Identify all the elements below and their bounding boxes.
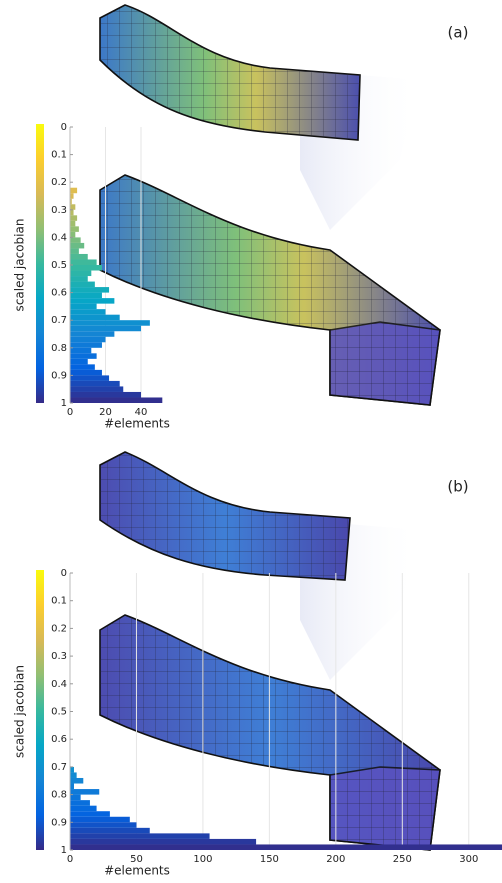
bar bbox=[70, 777, 84, 784]
bar bbox=[70, 397, 163, 403]
bar bbox=[70, 259, 97, 265]
bar bbox=[70, 242, 85, 249]
bar bbox=[70, 380, 120, 387]
bar bbox=[70, 215, 78, 221]
mesh-render-a bbox=[99, 4, 441, 406]
bar bbox=[70, 193, 74, 199]
bar bbox=[70, 325, 141, 332]
bar bbox=[70, 220, 76, 227]
colorbar bbox=[36, 124, 44, 403]
bar bbox=[70, 816, 130, 823]
bar bbox=[70, 772, 77, 778]
bar bbox=[70, 369, 102, 376]
mesh-render-b bbox=[99, 451, 441, 851]
bar bbox=[70, 375, 110, 381]
bar bbox=[70, 783, 74, 790]
bar bbox=[70, 292, 102, 299]
panel-label: (a) bbox=[448, 24, 469, 42]
bar bbox=[70, 204, 76, 210]
bar bbox=[70, 309, 106, 315]
x-tick-label: 250 bbox=[393, 854, 412, 865]
y-tick-label: 0.9 bbox=[51, 370, 67, 381]
bar bbox=[70, 270, 92, 277]
x-tick-label: 200 bbox=[326, 854, 345, 865]
bar bbox=[70, 844, 502, 850]
y-tick-label: 0.8 bbox=[51, 790, 67, 801]
bar bbox=[70, 320, 150, 326]
y-tick-label: 0.2 bbox=[51, 177, 67, 188]
y-tick-label: 0.7 bbox=[51, 315, 67, 326]
y-tick-label: 0.4 bbox=[51, 679, 67, 690]
bar bbox=[70, 231, 76, 238]
colorbar bbox=[36, 570, 44, 850]
x-tick-label: 0 bbox=[67, 854, 73, 865]
y-tick-label: 0.6 bbox=[51, 734, 67, 745]
x-tick-label: 300 bbox=[459, 854, 478, 865]
bar bbox=[70, 827, 150, 834]
bar bbox=[70, 303, 97, 310]
y-tick-label: 0 bbox=[61, 122, 67, 133]
bar bbox=[70, 364, 95, 370]
bar bbox=[70, 276, 88, 282]
y-tick-label: 0.1 bbox=[51, 150, 67, 161]
bar bbox=[70, 822, 137, 828]
bar bbox=[70, 226, 79, 232]
y-tick-label: 0 bbox=[61, 568, 67, 579]
x-tick-label: 150 bbox=[260, 854, 279, 865]
bar bbox=[70, 298, 115, 304]
y-tick-label: 0.9 bbox=[51, 817, 67, 828]
y-tick-label: 1 bbox=[61, 398, 67, 409]
bar bbox=[70, 331, 115, 337]
bar bbox=[70, 811, 110, 817]
bar bbox=[70, 209, 74, 216]
x-axis-label: #elements bbox=[104, 864, 170, 878]
bar bbox=[70, 187, 78, 194]
bar bbox=[70, 198, 72, 205]
y-tick-label: 0.7 bbox=[51, 762, 67, 773]
bar bbox=[70, 353, 97, 359]
bar bbox=[70, 794, 81, 801]
bar bbox=[70, 287, 110, 293]
y-tick-label: 0.1 bbox=[51, 596, 67, 607]
y-tick-label: 0.4 bbox=[51, 232, 67, 243]
bar bbox=[70, 805, 97, 812]
bar bbox=[70, 314, 120, 321]
y-axis-label: scaled jacobian bbox=[13, 665, 27, 758]
bar bbox=[70, 386, 124, 392]
bar bbox=[70, 800, 90, 806]
bar bbox=[70, 281, 95, 288]
bar bbox=[70, 838, 257, 845]
bar bbox=[70, 789, 100, 795]
y-tick-label: 0.8 bbox=[51, 343, 67, 354]
bar bbox=[70, 391, 141, 398]
bar bbox=[70, 237, 81, 243]
y-tick-label: 0.2 bbox=[51, 623, 67, 634]
y-tick-label: 1 bbox=[61, 845, 67, 856]
x-tick-label: 50 bbox=[130, 854, 143, 865]
x-axis-label: #elements bbox=[104, 417, 170, 431]
bar bbox=[70, 766, 74, 773]
y-tick-label: 0.5 bbox=[51, 260, 67, 271]
bar bbox=[70, 833, 210, 839]
x-tick-label: 100 bbox=[193, 854, 212, 865]
bar bbox=[70, 248, 79, 254]
y-axis-label: scaled jacobian bbox=[13, 219, 27, 312]
y-tick-label: 0.3 bbox=[51, 205, 67, 216]
panel-label: (b) bbox=[447, 478, 468, 496]
x-tick-label: 40 bbox=[135, 407, 148, 418]
bar bbox=[70, 358, 88, 365]
bar bbox=[70, 342, 102, 348]
bar bbox=[70, 265, 102, 271]
bar bbox=[70, 253, 88, 260]
y-tick-label: 0.5 bbox=[51, 707, 67, 718]
y-tick-label: 0.6 bbox=[51, 288, 67, 299]
bar bbox=[70, 347, 92, 354]
y-tick-label: 0.3 bbox=[51, 651, 67, 662]
bar bbox=[70, 336, 106, 343]
x-tick-label: 0 bbox=[67, 407, 73, 418]
x-tick-label: 20 bbox=[99, 407, 112, 418]
